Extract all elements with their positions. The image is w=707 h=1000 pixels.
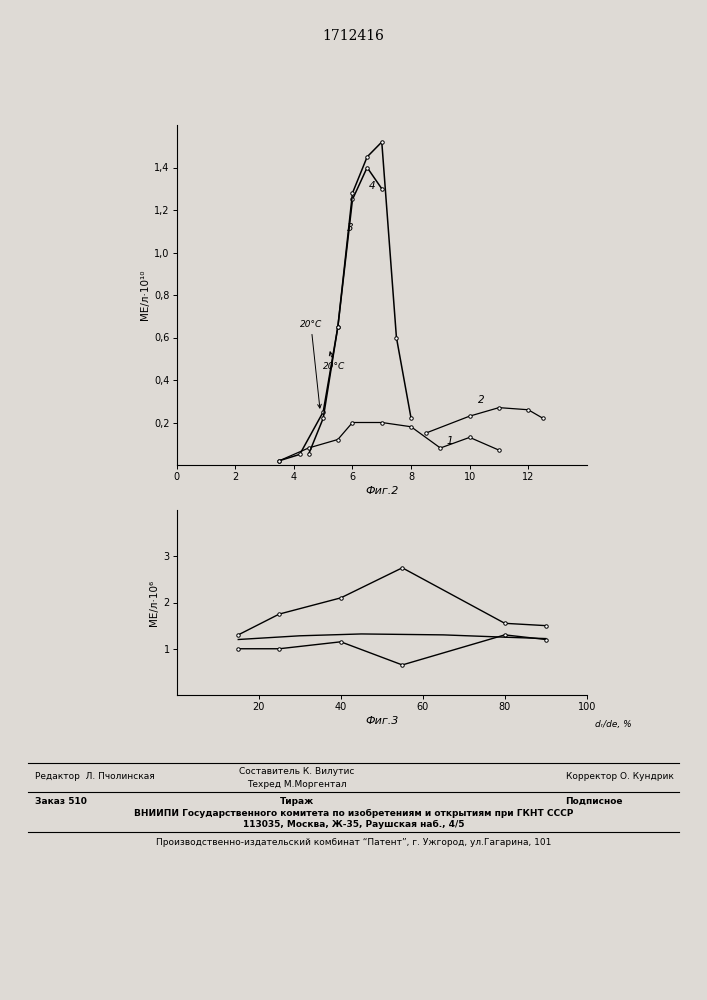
Text: Составитель К. Вилутис: Составитель К. Вилутис xyxy=(239,767,355,776)
Text: 20°С: 20°С xyxy=(323,352,346,371)
Text: 20°С: 20°С xyxy=(300,320,322,408)
Text: 1: 1 xyxy=(446,436,453,446)
Text: ВНИИПИ Государственного комитета по изобретениям и открытиям при ГКНТ СССР: ВНИИПИ Государственного комитета по изоб… xyxy=(134,809,573,818)
Text: dᵣ/dе, %: dᵣ/dе, % xyxy=(595,720,631,729)
X-axis label: Фиг.3: Фиг.3 xyxy=(365,716,399,726)
Text: Редактор  Л. Пчолинская: Редактор Л. Пчолинская xyxy=(35,772,155,781)
Text: Техред М.Моргентал: Техред М.Моргентал xyxy=(247,780,346,789)
Text: 2: 2 xyxy=(479,395,485,405)
Text: Заказ 510: Заказ 510 xyxy=(35,797,87,806)
Text: 3: 3 xyxy=(346,223,354,233)
Text: Тираж: Тираж xyxy=(280,797,314,806)
Y-axis label: МЕ/л·10⁶: МЕ/л·10⁶ xyxy=(149,579,159,626)
X-axis label: Фиг.2: Фиг.2 xyxy=(365,486,399,496)
Text: Корректор О. Кундрик: Корректор О. Кундрик xyxy=(566,772,674,781)
Text: 4: 4 xyxy=(368,181,375,191)
Text: Производственно-издательский комбинат “Патент”, г. Ужгород, ул.Гагарина, 101: Производственно-издательский комбинат “П… xyxy=(156,838,551,847)
Text: 1712416: 1712416 xyxy=(322,29,385,43)
Y-axis label: МЕ/л·10¹⁰: МЕ/л·10¹⁰ xyxy=(140,270,150,320)
Text: 113035, Москва, Ж-35, Раушская наб., 4/5: 113035, Москва, Ж-35, Раушская наб., 4/5 xyxy=(243,820,464,829)
Text: Подписное: Подписное xyxy=(566,797,623,806)
